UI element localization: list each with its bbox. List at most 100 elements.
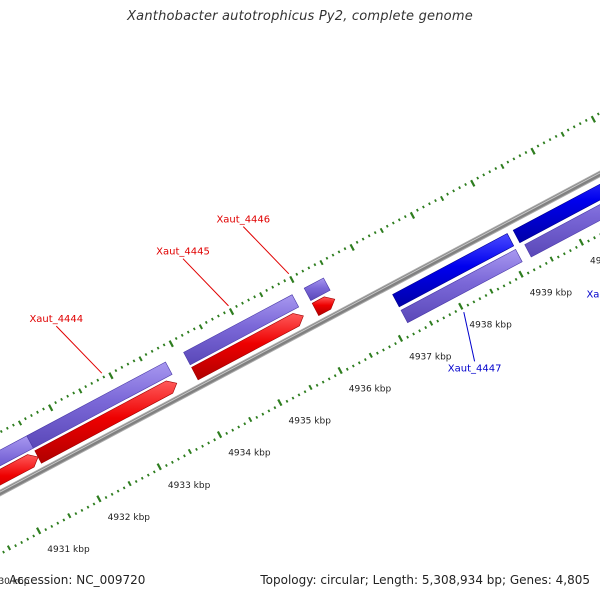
minor-tick (351, 364, 355, 368)
major-tick (337, 366, 343, 375)
minor-tick (20, 540, 24, 544)
minor-tick (308, 384, 313, 391)
minor-tick (12, 423, 15, 427)
minor-tick (255, 415, 259, 419)
minor-tick (291, 396, 295, 400)
minor-tick (213, 438, 216, 442)
gene-feature (303, 277, 331, 302)
kbp-tick-label: 4938 kbp (469, 320, 512, 330)
minor-tick (496, 287, 500, 291)
minor-tick (195, 447, 198, 451)
major-tick (397, 334, 404, 343)
minor-tick (560, 131, 565, 137)
minor-tick (502, 284, 506, 288)
minor-tick (484, 293, 488, 298)
kbp-tick-label: 4931 kbp (47, 545, 90, 555)
gene-label: Xaut_4446 (216, 215, 270, 226)
kbp-axis-labels: 4930 kbp 4931 kbp 4932 kbp 4933 kbp 4934 kbp… (0, 256, 600, 587)
major-tick (470, 179, 476, 187)
minor-tick (466, 303, 470, 307)
gene-feature (400, 248, 523, 324)
minor-tick (514, 277, 518, 281)
minor-tick (464, 182, 467, 187)
major-tick (518, 270, 524, 278)
minor-tick (508, 281, 512, 285)
minor-tick (261, 412, 265, 416)
minor-tick (211, 317, 214, 321)
minor-tick (566, 128, 570, 132)
major-tick (216, 430, 223, 439)
minor-tick (418, 329, 421, 333)
accession-label: Accession: NC_009720 (9, 573, 146, 587)
minor-tick (235, 304, 238, 308)
minor-tick (373, 231, 377, 235)
minor-tick (56, 521, 60, 525)
minor-tick (120, 365, 124, 369)
minor-tick (482, 173, 486, 177)
minor-tick (90, 381, 94, 385)
minor-tick (192, 327, 196, 331)
gene-label-leader (463, 311, 476, 362)
minor-tick (150, 349, 154, 353)
minor-tick (152, 470, 156, 474)
major-tick (108, 372, 114, 380)
minor-tick (575, 245, 578, 249)
minor-tick (114, 369, 118, 373)
minor-tick (187, 448, 192, 455)
minor-tick (267, 409, 271, 413)
major-tick (289, 275, 295, 284)
kbp-tick-label: 4933 kbp (168, 481, 211, 491)
minor-tick (578, 122, 582, 126)
major-tick (277, 398, 283, 407)
major-tick (458, 302, 464, 310)
minor-tick (253, 295, 256, 299)
minor-tick (171, 460, 174, 464)
minor-tick (434, 199, 437, 203)
minor-tick (127, 480, 132, 487)
minor-tick (549, 256, 554, 262)
minor-tick (315, 383, 319, 387)
minor-tick (385, 224, 389, 228)
minor-tick (406, 335, 409, 339)
minor-tick (5, 426, 9, 430)
minor-tick (17, 420, 23, 426)
major-tick (409, 211, 416, 220)
minor-tick (554, 134, 558, 138)
minor-tick (237, 425, 241, 429)
minor-tick (134, 479, 138, 484)
minor-tick (454, 309, 458, 314)
minor-tick (436, 319, 440, 323)
minor-tick (96, 378, 100, 382)
minor-tick (26, 537, 30, 541)
minor-tick (368, 352, 373, 358)
minor-tick (271, 285, 275, 289)
minor-tick (331, 253, 335, 257)
minor-tick (472, 300, 476, 304)
minor-tick (526, 271, 530, 275)
minor-tick (80, 508, 84, 512)
minor-tick (285, 399, 289, 403)
minor-tick (494, 166, 498, 171)
minor-tick (62, 518, 66, 522)
cds-feature (34, 380, 178, 464)
minor-tick (569, 249, 572, 253)
minor-tick (562, 252, 566, 256)
major-tick (228, 307, 235, 316)
minor-tick (593, 236, 596, 240)
minor-tick (357, 361, 361, 365)
minor-tick (86, 505, 90, 509)
minor-tick (60, 397, 63, 401)
gene_blue-feature (512, 183, 600, 244)
minor-tick (556, 255, 560, 259)
feature-tracks (0, 183, 600, 486)
gene-label-leader (182, 258, 229, 307)
gene-label-leader (55, 325, 103, 374)
minor-tick (104, 495, 108, 500)
minor-tick (72, 391, 76, 395)
minor-tick (297, 393, 301, 397)
gene_blue-feature (392, 233, 515, 308)
cds-feature (311, 296, 336, 317)
minor-tick (489, 288, 494, 294)
minor-tick (201, 444, 204, 448)
